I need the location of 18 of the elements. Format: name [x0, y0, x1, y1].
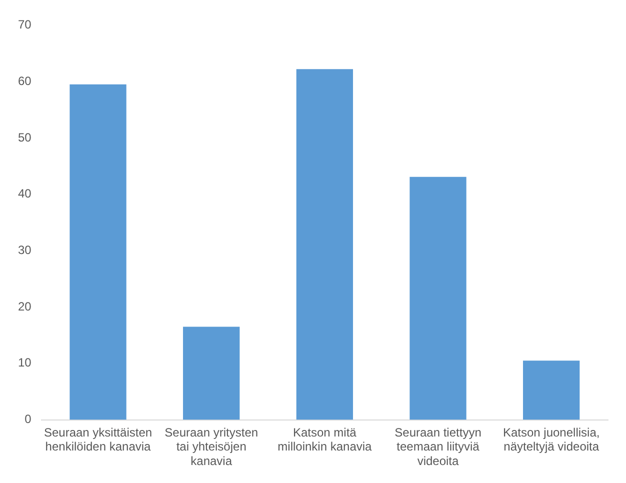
x-tick-label: Katson mitä milloinkin kanavia [278, 425, 372, 454]
x-tick-label: Seuraan yksittäisten henkilöiden kanavia [44, 425, 152, 454]
y-tick-label: 0 [24, 412, 32, 426]
bar [410, 176, 466, 420]
y-tick-label: 70 [18, 18, 32, 32]
y-tick-label: 20 [18, 299, 32, 314]
bar [70, 84, 126, 420]
bar [183, 326, 240, 420]
y-tick-label: 60 [18, 74, 32, 88]
bar [523, 360, 580, 420]
x-tick-label: Katson juonellisia, näyteltyjä videoita [502, 425, 600, 454]
x-tick-label: Seuraan yritysten tai yhteisöjen kanavia [164, 425, 258, 468]
y-tick-label: 40 [18, 186, 32, 201]
y-tick-label: 10 [18, 356, 32, 370]
y-tick-label: 50 [18, 130, 32, 144]
bar [296, 69, 354, 420]
x-tick-label: Seuraan tiettyyn teemaan liityviä videoita [394, 425, 482, 468]
y-tick-label: 30 [18, 243, 32, 257]
